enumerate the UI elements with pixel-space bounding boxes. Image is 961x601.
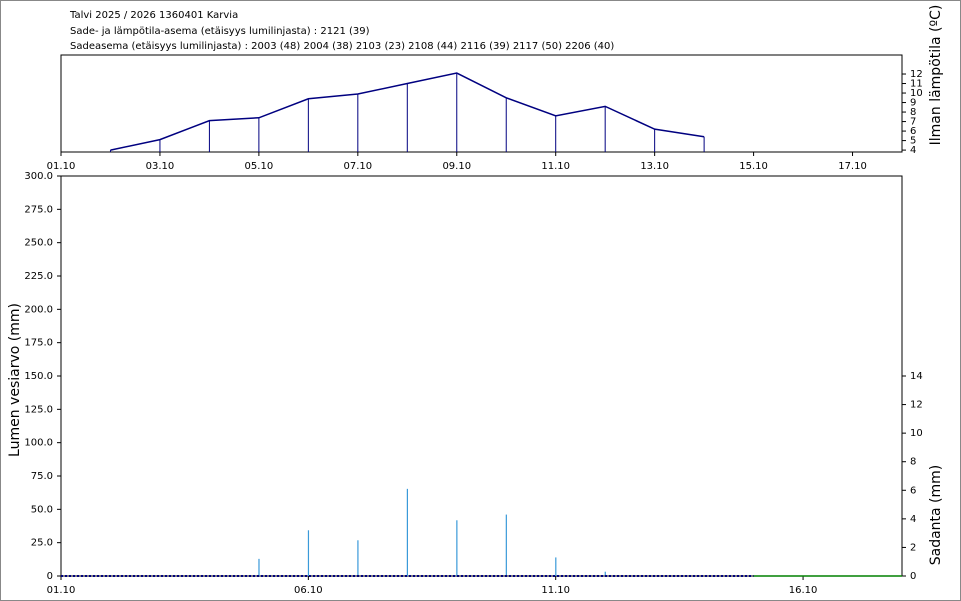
y-tick-label: 250.0 [24, 238, 53, 249]
x-tick-label: 17.10 [838, 161, 867, 172]
plot-area [60, 54, 903, 153]
bar [604, 571, 606, 576]
y2-tick-label: 8 [910, 107, 916, 118]
bar [406, 488, 408, 576]
y-tick-label: 200.0 [24, 304, 53, 315]
y2-tick-label: 0 [910, 571, 916, 582]
bar [456, 520, 458, 576]
x-tick-label: 11.10 [541, 161, 570, 172]
y2-tick-label: 7 [910, 117, 916, 128]
y2-tick-label: 5 [910, 136, 916, 147]
y2-tick-label: 6 [910, 485, 916, 496]
y-tick-label: 25.0 [31, 538, 53, 549]
y2-tick-label: 2 [910, 542, 916, 553]
x-tick-label: 11.10 [541, 585, 570, 596]
y-tick-label: 225.0 [24, 271, 53, 282]
subtitle: Sadeasema (etäisyys lumilinjasta) : 2003… [70, 41, 614, 52]
y2-tick-label: 8 [910, 457, 916, 468]
y2-axis-label: Ilman lämpötila (ºC) [928, 5, 944, 146]
x-tick-label: 05.10 [245, 161, 274, 172]
y2-tick-label: 6 [910, 126, 916, 137]
y2-tick-label: 12 [910, 400, 923, 411]
x-tick-label: 06.10 [294, 585, 323, 596]
x-tick-label: 13.10 [640, 161, 669, 172]
y-tick-label: 275.0 [24, 204, 53, 215]
y-axis-label: Lumen vesiarvo (mm) [7, 303, 23, 457]
bar [505, 514, 507, 576]
x-tick-label: 01.10 [47, 161, 76, 172]
x-tick-label: 01.10 [47, 585, 76, 596]
y-tick-label: 0 [47, 571, 53, 582]
y2-tick-label: 4 [910, 145, 916, 156]
bar [258, 558, 260, 576]
x-tick-label: 03.10 [146, 161, 175, 172]
y2-tick-label: 9 [910, 98, 916, 109]
y-tick-label: 175.0 [24, 338, 53, 349]
y2-tick-label: 11 [910, 79, 923, 90]
title: Talvi 2025 / 2026 1360401 Karvia [69, 10, 238, 21]
y-tick-label: 125.0 [24, 404, 53, 415]
bar [307, 530, 310, 576]
y2-tick-label: 4 [910, 514, 916, 525]
y-tick-label: 150.0 [24, 371, 53, 382]
y-tick-label: 75.0 [31, 471, 53, 482]
x-tick-label: 07.10 [344, 161, 373, 172]
y-tick-label: 300.0 [24, 171, 53, 182]
y2-tick-label: 14 [910, 371, 923, 382]
x-tick-label: 09.10 [442, 161, 471, 172]
y2-tick-label: 10 [910, 428, 923, 439]
y-tick-label: 100.0 [24, 438, 53, 449]
y-tick-label: 50.0 [31, 504, 53, 515]
x-tick-label: 16.10 [789, 585, 818, 596]
y2-tick-label: 10 [910, 88, 923, 99]
bar [555, 557, 557, 576]
plot-area [60, 175, 903, 577]
y2-axis-label: Sadanta (mm) [928, 465, 944, 566]
subtitle: Sade- ja lämpötila-asema (etäisyys lumil… [70, 26, 370, 37]
y2-tick-label: 12 [910, 69, 923, 80]
x-tick-label: 15.10 [739, 161, 768, 172]
bar [357, 540, 359, 576]
